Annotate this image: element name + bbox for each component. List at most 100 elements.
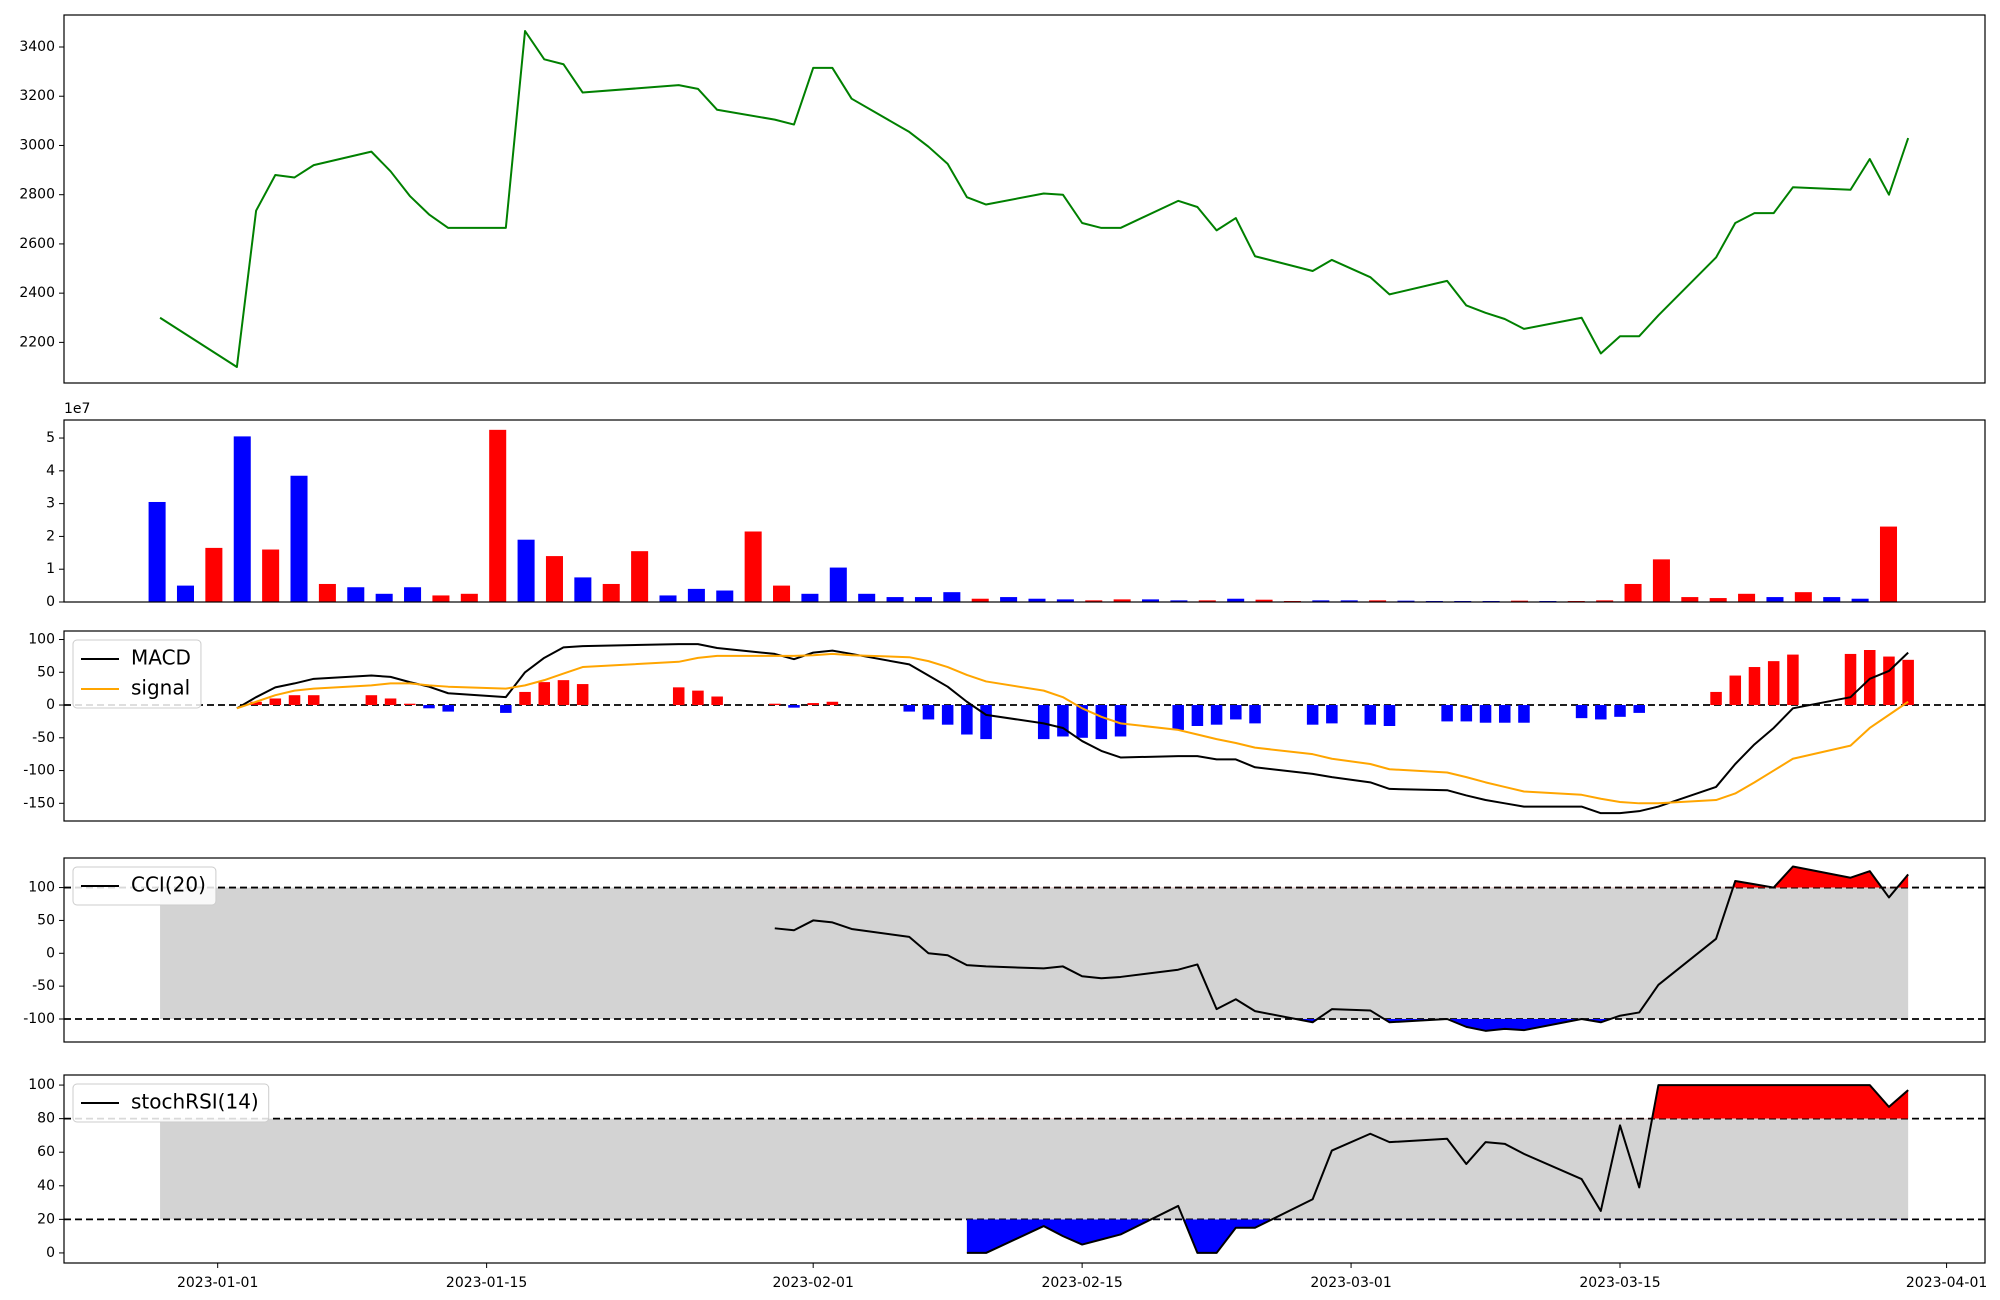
volume-bar	[1397, 600, 1415, 602]
y-tick-label: 2800	[19, 187, 55, 203]
y-tick-label: 40	[37, 1178, 55, 1194]
volume-bar	[205, 547, 223, 602]
volume-bar	[943, 592, 961, 602]
volume-bar	[829, 567, 847, 602]
histogram-bar	[1518, 705, 1530, 723]
y-tick-label: 5	[46, 430, 55, 446]
axes-frame	[63, 14, 1986, 384]
y-tick-label: -100	[23, 1011, 55, 1027]
y-tick-label: 2600	[19, 236, 55, 252]
histogram-bar	[442, 705, 454, 712]
volume-bar	[318, 583, 336, 602]
series-line	[774, 865, 1909, 1032]
volume-bar	[233, 436, 251, 602]
volume-bar	[1170, 600, 1188, 602]
x-tick-label: 2023-02-15	[1041, 1275, 1122, 1291]
histogram-bar	[404, 703, 416, 706]
histogram-bar	[1230, 705, 1242, 720]
volume-bar	[1681, 597, 1699, 602]
volume-bar	[1794, 592, 1812, 602]
fill-above	[966, 1085, 1909, 1119]
histogram-bar	[1191, 705, 1204, 726]
volume-bar	[1510, 600, 1529, 602]
x-tick-label: 2023-04-01	[1906, 1275, 1987, 1291]
series-line	[159, 30, 1910, 368]
axes-frame	[63, 630, 1986, 822]
volume-bar	[886, 597, 904, 602]
y-tick-label: 3000	[19, 137, 55, 153]
histogram-bar	[365, 695, 378, 706]
volume-bar	[659, 595, 677, 602]
volume-bar	[460, 593, 478, 602]
y-tick-label: 2400	[19, 285, 55, 301]
histogram-bar	[1095, 705, 1108, 740]
histogram-bar	[423, 705, 435, 709]
band	[160, 1118, 1909, 1220]
volume-bar	[1000, 597, 1018, 602]
histogram-bar	[1863, 650, 1876, 706]
volume-bar	[687, 588, 705, 602]
histogram-bar	[1902, 659, 1914, 706]
y-tick-label: 50	[37, 664, 55, 680]
fill-below	[966, 1219, 1909, 1253]
legend-label: CCI(20)	[131, 873, 206, 897]
legend-box	[72, 866, 217, 906]
histogram-bar	[557, 680, 570, 706]
volume-bar	[602, 583, 620, 602]
histogram-bar	[1306, 705, 1319, 725]
histogram-bar	[519, 691, 531, 706]
volume-bar	[489, 429, 507, 602]
legend-box	[72, 639, 202, 709]
histogram-bar	[250, 701, 262, 706]
legend-label: signal	[131, 676, 190, 700]
volume-bar	[1879, 526, 1898, 602]
volume-bar	[1596, 600, 1614, 602]
histogram-bar	[288, 695, 301, 706]
x-tick-label: 2023-03-15	[1579, 1275, 1660, 1291]
volume-bar	[262, 549, 280, 602]
y-tick-label: 1	[46, 561, 55, 577]
volume-bar	[858, 593, 876, 602]
histogram-bar	[1498, 705, 1511, 723]
volume-bar	[914, 597, 932, 602]
histogram-bar	[1441, 705, 1453, 722]
x-tick-label: 2023-01-15	[446, 1275, 527, 1291]
volume-bar	[404, 587, 422, 602]
histogram-bar	[1383, 705, 1396, 726]
y-tick-label: 0	[46, 945, 55, 961]
volume-bar	[1851, 598, 1869, 602]
histogram-bar	[1844, 653, 1857, 706]
histogram-bar	[1883, 656, 1895, 706]
x-tick-label: 2023-01-01	[177, 1275, 258, 1291]
histogram-bar	[1748, 667, 1761, 706]
fill-above	[774, 866, 1909, 888]
histogram-bar	[1729, 675, 1742, 706]
histogram-bar	[692, 690, 704, 706]
volume-bar	[375, 593, 393, 602]
legend-label: MACD	[131, 646, 191, 670]
band	[160, 887, 1909, 1019]
volume-bar	[347, 587, 365, 602]
legend-box	[72, 1083, 270, 1123]
histogram-bar	[1076, 705, 1088, 738]
histogram-bar	[711, 696, 723, 706]
histogram-bar	[1633, 705, 1645, 713]
volume-bar	[1056, 599, 1074, 602]
volume-bar	[1652, 559, 1670, 602]
y-tick-label: 0	[46, 594, 55, 610]
volume-bar	[1198, 600, 1216, 602]
histogram-bar	[576, 684, 589, 706]
y-tick-label: -50	[32, 978, 55, 994]
histogram-bar	[903, 705, 916, 712]
volume-bar	[773, 585, 791, 602]
volume-bar	[744, 531, 762, 602]
y-tick-label: 50	[37, 912, 55, 928]
histogram-bar	[672, 687, 685, 706]
histogram-bar	[307, 695, 320, 706]
y-tick-label: 0	[46, 697, 55, 713]
histogram-bar	[1479, 705, 1492, 723]
histogram-bar	[1326, 705, 1338, 724]
y-tick-label: 3	[46, 496, 55, 512]
y-tick-label: 2200	[19, 334, 55, 350]
volume-bar	[176, 585, 194, 602]
